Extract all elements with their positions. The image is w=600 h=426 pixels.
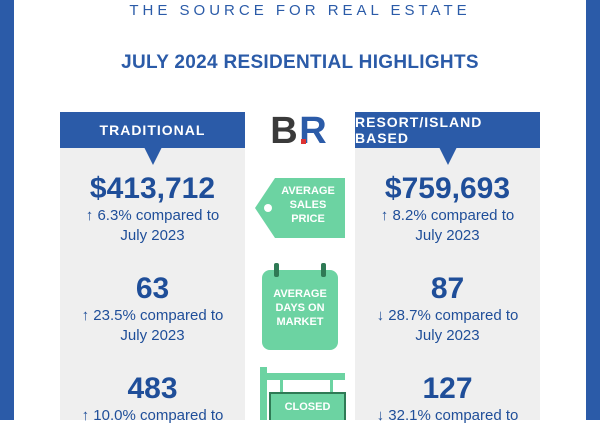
logo-letter: B <box>270 110 297 152</box>
calendar <box>262 270 338 350</box>
tagline: THE SOURCE FOR REAL ESTATE <box>129 2 471 19</box>
icon-label: AVERAGE DAYS ON MARKET <box>273 288 327 328</box>
icon-label: CLOSED <box>284 401 331 413</box>
metric: 483 ↑ 10.0% compared to <box>60 372 245 426</box>
metric-period: July 2023 <box>415 227 480 244</box>
metric-change: ↑ 8.2% compared to <box>380 207 515 224</box>
panel <box>355 148 540 420</box>
tag-hole <box>264 204 272 212</box>
column-heading: RESORT/ISLAND BASED <box>355 112 540 148</box>
calendar-ring <box>321 263 326 277</box>
sign-post <box>260 367 267 420</box>
metric-value: 127 <box>422 372 473 405</box>
frame-left <box>0 0 14 420</box>
metric-value: 63 <box>135 272 170 305</box>
metric-value: $759,693 <box>384 172 511 205</box>
panel <box>60 148 245 420</box>
icons: B R <box>255 110 346 420</box>
metric-value: $413,712 <box>89 172 216 205</box>
metric: 127 ↓ 32.1% compared to <box>355 372 540 426</box>
title: JULY 2024 RESIDENTIAL HIGHLIGHTS <box>121 52 479 73</box>
sign-board <box>269 392 346 420</box>
metric-change: ↓ 32.1% compared to <box>376 407 519 424</box>
metric: 87 ↓ 28.7% compared to July 2023 <box>355 272 540 346</box>
metric-period: July 2023 <box>120 327 185 344</box>
metric-value: 483 <box>127 372 178 405</box>
sign-chain <box>280 380 283 395</box>
calendar-ring <box>274 263 279 277</box>
metric-change: ↑ 23.5% compared to <box>81 307 224 324</box>
column-heading: TRADITIONAL <box>60 112 245 148</box>
pointer <box>144 147 162 165</box>
frame-right <box>586 0 600 420</box>
metric-value: 87 <box>430 272 465 305</box>
pointer <box>439 147 457 165</box>
sign-chain <box>330 380 333 395</box>
sign-bar <box>260 373 345 380</box>
metric: 63 ↑ 23.5% compared to July 2023 <box>60 272 245 346</box>
metric-period: July 2023 <box>415 327 480 344</box>
metric-period: July 2023 <box>120 227 185 244</box>
metric-change: ↑ 6.3% compared to <box>85 207 220 224</box>
metric-change: ↓ 28.7% compared to <box>376 307 519 324</box>
logo-letter: R <box>299 110 326 152</box>
metric: $759,693 ↑ 8.2% compared to July 2023 <box>355 172 540 246</box>
metric-change: ↑ 10.0% compared to <box>81 407 224 424</box>
metric: $413,712 ↑ 6.3% compared to July 2023 <box>60 172 245 246</box>
tag <box>255 178 345 238</box>
logo-dot <box>301 139 306 144</box>
icon-label: AVERAGE SALES PRICE <box>281 185 335 225</box>
